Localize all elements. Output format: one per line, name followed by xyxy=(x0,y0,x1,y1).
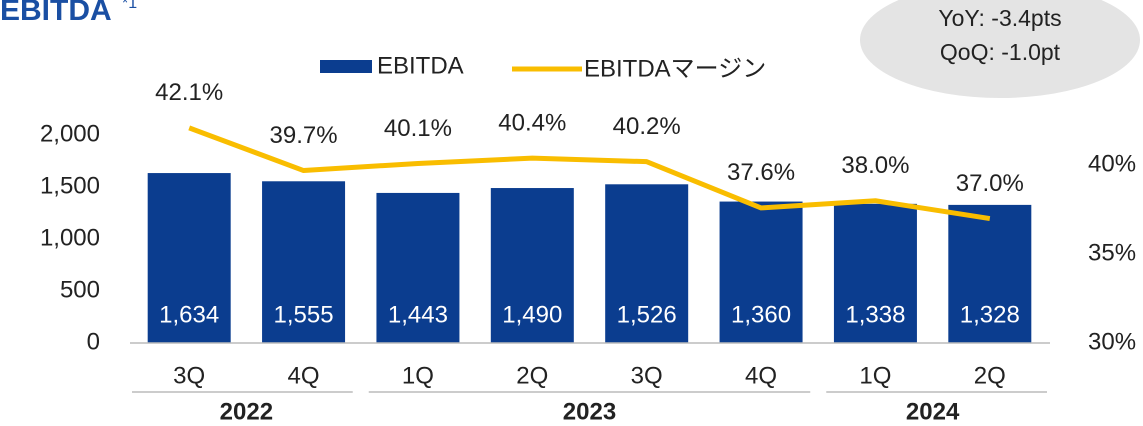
bar xyxy=(605,184,689,343)
line-label: 37.6% xyxy=(727,159,795,186)
x-tick-label: 2Q xyxy=(516,362,548,389)
y2-tick-label: 35% xyxy=(1088,239,1136,266)
line-label: 40.2% xyxy=(613,113,681,140)
bar xyxy=(719,201,803,343)
x-tick-label: 3Q xyxy=(173,362,205,389)
bar-label: 1,555 xyxy=(274,301,334,328)
y2-tick-label: 30% xyxy=(1088,328,1136,355)
legend-swatch xyxy=(320,60,372,73)
x-tick-label: 2Q xyxy=(974,362,1006,389)
margin-line xyxy=(188,125,991,222)
bar-label: 1,328 xyxy=(960,301,1020,328)
x-tick-label: 4Q xyxy=(745,362,777,389)
bar-label: 1,338 xyxy=(845,301,905,328)
line-label: 40.1% xyxy=(384,115,452,142)
bar-label: 1,443 xyxy=(388,301,448,328)
y2-tick-label: 40% xyxy=(1088,151,1136,178)
group-label: 2023 xyxy=(563,398,616,425)
y-tick-label: 2,000 xyxy=(40,120,100,147)
bar xyxy=(147,173,231,343)
bar-label: 1,634 xyxy=(159,301,219,328)
bar-label: 1,526 xyxy=(617,301,677,328)
x-tick-label: 3Q xyxy=(631,362,663,389)
bar xyxy=(490,188,574,343)
annotation: YoY: -3.4pts xyxy=(938,5,1061,31)
y-tick-label: 0 xyxy=(87,328,100,355)
annotation-bubble xyxy=(860,0,1140,98)
bar-label: 1,490 xyxy=(502,301,562,328)
line-label: 40.4% xyxy=(498,109,566,136)
bar-label: 1,360 xyxy=(731,301,791,328)
bar xyxy=(833,203,917,343)
y-tick-label: 1,500 xyxy=(40,172,100,199)
line-label: 42.1% xyxy=(155,79,223,106)
line-label: 39.7% xyxy=(270,122,338,149)
x-tick-label: 1Q xyxy=(402,362,434,389)
bar xyxy=(948,204,1032,343)
group-label: 2022 xyxy=(220,398,273,425)
annotation: QoQ: -1.0pt xyxy=(940,39,1061,65)
x-tick-label: 1Q xyxy=(859,362,891,389)
group-label: 2024 xyxy=(906,398,960,425)
legend-label: EBITDA xyxy=(377,52,464,79)
chart-title: EBITDA xyxy=(0,0,112,27)
line-label: 37.0% xyxy=(956,170,1024,197)
bar xyxy=(262,181,346,343)
y-tick-label: 500 xyxy=(60,276,100,303)
bar xyxy=(376,192,460,343)
y-tick-label: 1,000 xyxy=(40,224,100,251)
x-tick-label: 4Q xyxy=(288,362,320,389)
line-label: 38.0% xyxy=(841,152,909,179)
legend-label: EBITDAマージン xyxy=(584,55,766,82)
title-note: *1 xyxy=(122,0,137,12)
